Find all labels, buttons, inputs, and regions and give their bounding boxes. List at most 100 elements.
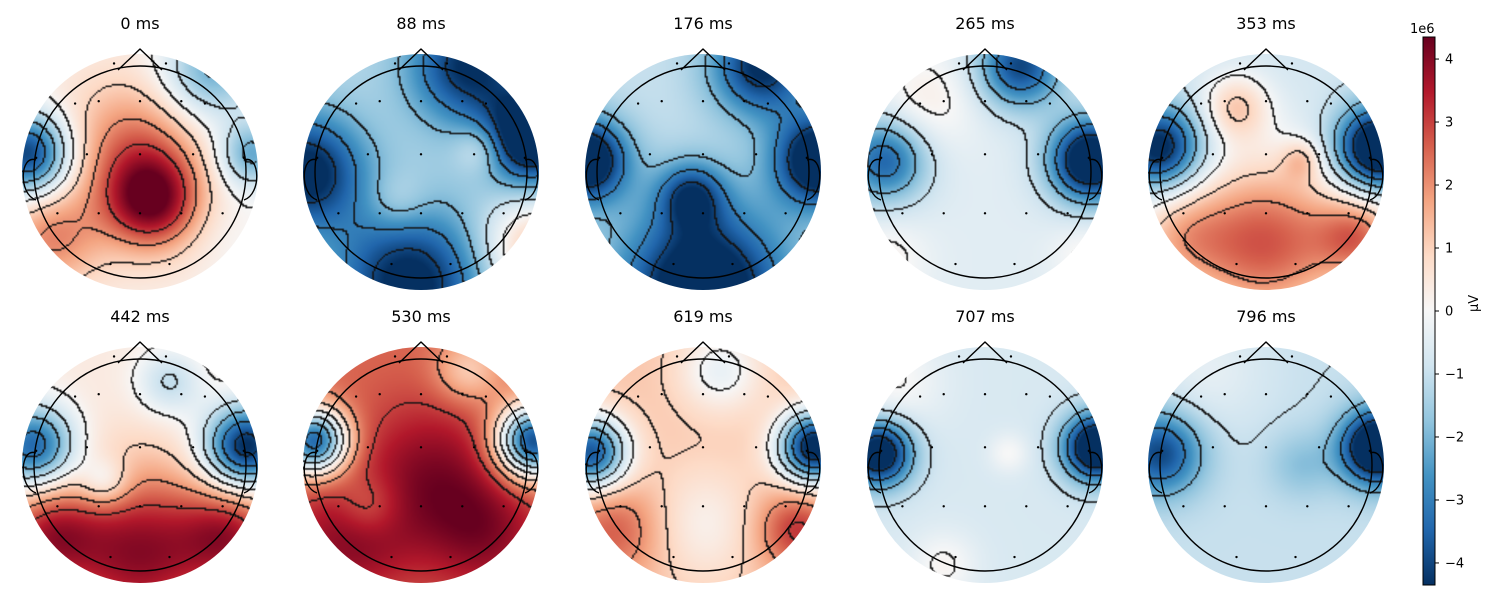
electrode-marker bbox=[1025, 393, 1028, 396]
electrode-marker bbox=[34, 156, 38, 160]
electrode-marker bbox=[472, 153, 476, 156]
electrode-marker bbox=[660, 212, 663, 215]
topomap-field bbox=[22, 347, 258, 583]
electrode-marker bbox=[1087, 449, 1091, 453]
nose-outline bbox=[680, 341, 726, 364]
electrode-marker bbox=[648, 446, 652, 449]
electrode-marker bbox=[983, 393, 987, 396]
electrode-marker bbox=[164, 62, 168, 65]
nose-outline bbox=[962, 341, 1008, 364]
topomap-4: 353 ms bbox=[1148, 14, 1384, 290]
electrode-marker bbox=[56, 212, 59, 215]
electrode-marker bbox=[242, 156, 246, 160]
electrode-marker bbox=[393, 355, 397, 358]
topomap-field bbox=[585, 54, 821, 290]
nose-outline bbox=[1243, 48, 1289, 71]
electrode-marker bbox=[221, 212, 224, 215]
colorbar-tick-label: −4 bbox=[1445, 556, 1464, 571]
electrode-marker bbox=[701, 100, 705, 103]
electrode-marker bbox=[942, 393, 945, 396]
electrode-marker bbox=[1223, 505, 1226, 508]
electrode-marker bbox=[983, 446, 987, 449]
electrode-marker bbox=[354, 102, 358, 105]
electrode-marker bbox=[660, 393, 663, 396]
colorbar-tick-label: −3 bbox=[1445, 493, 1464, 508]
electrode-marker bbox=[918, 395, 922, 398]
right-ear-outline bbox=[243, 451, 258, 494]
electrode-marker bbox=[1160, 156, 1164, 160]
right-ear-outline bbox=[243, 158, 258, 201]
electrode-marker bbox=[419, 393, 423, 396]
left-ear-outline bbox=[303, 158, 318, 201]
electrode-marker bbox=[942, 212, 945, 215]
electrode-marker bbox=[766, 395, 770, 398]
electrode-marker bbox=[378, 212, 381, 215]
electrode-marker bbox=[754, 153, 758, 156]
electrode-marker bbox=[461, 212, 464, 215]
electrode-marker bbox=[73, 395, 77, 398]
electrode-marker bbox=[461, 505, 464, 508]
electrode-marker bbox=[1066, 505, 1069, 508]
electrode-marker bbox=[942, 100, 945, 103]
topomap-title: 0 ms bbox=[120, 14, 159, 33]
electrode-marker bbox=[315, 156, 319, 160]
electrode-marker bbox=[701, 212, 705, 215]
electrode-marker bbox=[1223, 100, 1226, 103]
electrode-marker bbox=[983, 100, 987, 103]
electrode-marker bbox=[97, 100, 100, 103]
topomap-0: 0 ms bbox=[22, 14, 258, 290]
electrode-marker bbox=[378, 393, 381, 396]
electrode-marker bbox=[930, 446, 934, 449]
electrode-marker bbox=[983, 212, 987, 215]
left-ear-outline bbox=[867, 158, 882, 201]
electrode-marker bbox=[523, 156, 527, 160]
left-ear-outline bbox=[585, 451, 600, 494]
topomap-2: 176 ms bbox=[585, 14, 821, 290]
electrode-marker bbox=[701, 153, 705, 156]
topomap-title: 707 ms bbox=[955, 307, 1015, 326]
electrode-marker bbox=[390, 555, 393, 559]
electrode-marker bbox=[1066, 212, 1069, 215]
topomap-9: 796 ms bbox=[1148, 307, 1384, 583]
left-ear-outline bbox=[22, 158, 37, 201]
right-ear-outline bbox=[524, 158, 539, 201]
electrode-marker bbox=[73, 102, 77, 105]
electrode-marker bbox=[1329, 395, 1333, 398]
head-outline bbox=[596, 358, 810, 572]
colorbar-tick-label: 0 bbox=[1445, 305, 1453, 320]
electrode-marker bbox=[138, 393, 142, 396]
electrode-marker bbox=[784, 212, 787, 215]
topomap-field bbox=[1148, 54, 1384, 290]
electrode-marker bbox=[419, 100, 423, 103]
electrode-marker bbox=[727, 62, 731, 65]
left-ear-outline bbox=[585, 158, 600, 201]
head-outline bbox=[1159, 65, 1373, 279]
head-outline bbox=[33, 358, 247, 572]
electrode-marker bbox=[138, 153, 142, 156]
electrode-marker bbox=[484, 102, 488, 105]
electrode-marker bbox=[109, 555, 112, 559]
electrode-marker bbox=[701, 393, 705, 396]
electrode-marker bbox=[164, 355, 168, 358]
electrode-marker bbox=[168, 262, 171, 266]
electrode-marker bbox=[1025, 212, 1028, 215]
topomap-title: 88 ms bbox=[396, 14, 445, 33]
electrode-marker bbox=[1182, 505, 1185, 508]
electrode-marker bbox=[97, 212, 100, 215]
electrode-marker bbox=[366, 153, 370, 156]
electrode-marker bbox=[180, 212, 183, 215]
electrode-marker bbox=[85, 153, 89, 156]
electrode-marker bbox=[180, 393, 183, 396]
topomap-title: 619 ms bbox=[673, 307, 733, 326]
colorbar-label: µV bbox=[1467, 295, 1482, 312]
electrode-marker bbox=[1347, 212, 1350, 215]
electrode-marker bbox=[419, 446, 423, 449]
electrode-marker bbox=[472, 446, 476, 449]
topomap-field bbox=[1148, 347, 1384, 583]
electrode-marker bbox=[393, 62, 397, 65]
electrode-marker bbox=[1347, 505, 1350, 508]
electrode-marker bbox=[449, 262, 452, 266]
nose-outline bbox=[398, 341, 444, 364]
topomap-field bbox=[303, 347, 539, 583]
